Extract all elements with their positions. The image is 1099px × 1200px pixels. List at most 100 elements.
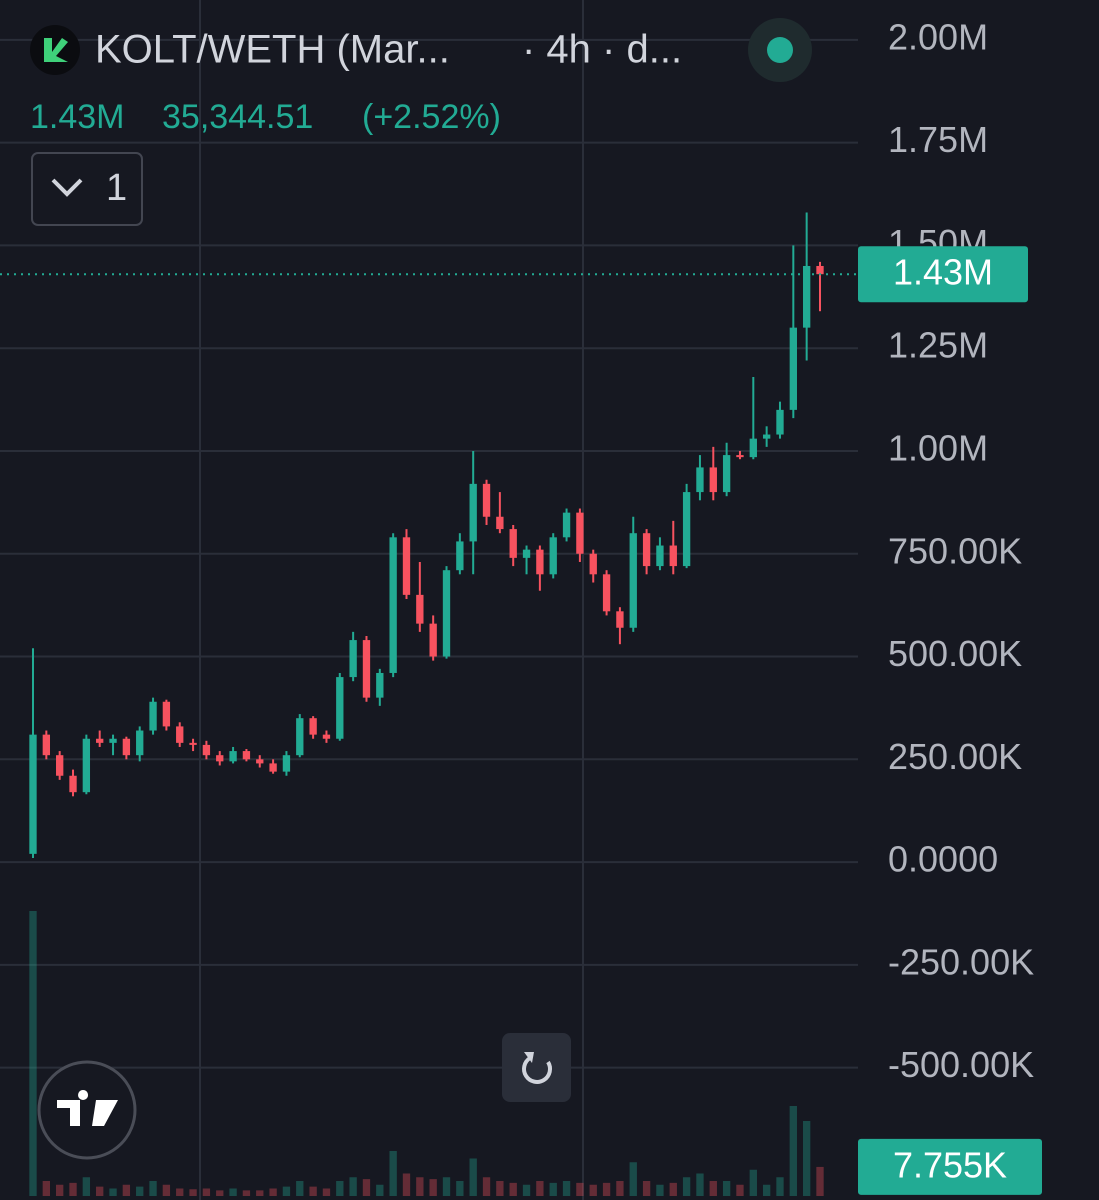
volume-bar (42, 1181, 51, 1196)
volume-bar (816, 1166, 824, 1196)
candle-body (456, 541, 464, 571)
volume-bar (456, 1181, 464, 1196)
tradingview-logo-mark (57, 1090, 118, 1126)
y-tick-label: 0.0000 (888, 839, 998, 880)
volume-bar (602, 1182, 611, 1196)
candle-body (816, 265, 824, 275)
y-tick-label: 1.75M (888, 119, 988, 160)
volume-bar (442, 1177, 451, 1196)
candle-body (562, 512, 571, 538)
volume-bar (162, 1184, 171, 1196)
candle-body (789, 327, 797, 410)
candle-body (42, 734, 51, 756)
candle-body (776, 409, 784, 435)
volume-bar (522, 1184, 531, 1196)
volume-bar (536, 1181, 544, 1196)
volume-bar (656, 1184, 664, 1196)
volume-bar (749, 1169, 757, 1196)
volume-bar (682, 1177, 691, 1196)
candle-body (656, 545, 664, 567)
candle-body (336, 677, 344, 739)
volume-bar (322, 1188, 331, 1196)
status-dot (767, 37, 793, 63)
candle-body (149, 701, 157, 731)
volume-bar (269, 1188, 277, 1196)
volume-bar (482, 1177, 491, 1196)
candle-body (682, 492, 691, 567)
y-tick-label: -500.00K (888, 1044, 1034, 1085)
volume-bar (282, 1186, 291, 1196)
candle-body (442, 570, 451, 657)
last-price-badge (858, 246, 1028, 303)
candle-body (96, 738, 104, 743)
candle-body (82, 738, 91, 793)
candle-body (722, 455, 731, 493)
symbol-logo-icon (44, 38, 68, 62)
volume-bar (149, 1181, 157, 1196)
reset-button[interactable] (502, 1033, 571, 1102)
candle-body (269, 763, 277, 772)
volume-bar (562, 1181, 571, 1196)
volume-bar (56, 1184, 64, 1196)
volume-bar (29, 911, 37, 1196)
candle-body (749, 438, 757, 458)
volume-bar (629, 1162, 637, 1196)
volume-bar (229, 1188, 237, 1196)
candle-body (642, 533, 651, 567)
y-tick-label: 1.25M (888, 325, 988, 366)
y-tick-label: 2.00M (888, 16, 988, 57)
indicator-toggle[interactable] (31, 152, 143, 226)
y-tick-label: 750.00K (888, 530, 1022, 571)
candle-body (482, 483, 491, 517)
candle-body (176, 726, 184, 743)
y-tick-label: 250.00K (888, 736, 1022, 777)
volume-bar (709, 1181, 717, 1196)
volume-bar (136, 1186, 144, 1196)
volume-bar (589, 1184, 597, 1196)
volume-bar (349, 1177, 357, 1196)
candle-body (429, 623, 437, 657)
volume-bar (722, 1181, 731, 1196)
reset-icon-arrow (524, 1052, 534, 1063)
volume-bar (669, 1182, 677, 1196)
volume-bar (309, 1186, 317, 1196)
volume-bar (336, 1181, 344, 1196)
candle-body (549, 537, 557, 575)
volume-bar (736, 1184, 744, 1196)
candle-body (736, 455, 744, 458)
candle-body (136, 730, 144, 756)
candle-body (242, 751, 251, 760)
candle-body (376, 672, 384, 698)
volume-bar (762, 1184, 771, 1196)
candle-body (69, 775, 77, 793)
volume-bar (469, 1158, 477, 1196)
candle-body (536, 549, 544, 575)
last-price-label: 1.43M (893, 252, 993, 293)
volume-bar (776, 1177, 784, 1196)
volume-bar (429, 1179, 437, 1196)
volume-bar (82, 1177, 91, 1196)
last-price: 1.43M (30, 98, 125, 136)
candle-body (576, 512, 584, 554)
y-tick-label: 1.00M (888, 427, 988, 468)
last-volume-label: 7.755K (893, 1144, 1007, 1185)
volume-bar (789, 1106, 797, 1196)
y-tick-label: -250.00K (888, 941, 1034, 982)
volume-bar (296, 1181, 304, 1196)
candle-body (416, 594, 424, 624)
interval: · 4h · d... (522, 28, 682, 72)
volume-bar (576, 1182, 584, 1196)
last-volume-badge (858, 1138, 1042, 1195)
candle-body (602, 574, 611, 612)
candle-body (629, 533, 637, 628)
candle-body (802, 265, 811, 328)
volume-bar (96, 1186, 104, 1196)
candle-body (216, 755, 224, 762)
candle-body (122, 738, 131, 756)
volume-bar (176, 1188, 184, 1196)
tradingview-logo[interactable] (37, 1060, 137, 1160)
candle-body (669, 545, 677, 567)
